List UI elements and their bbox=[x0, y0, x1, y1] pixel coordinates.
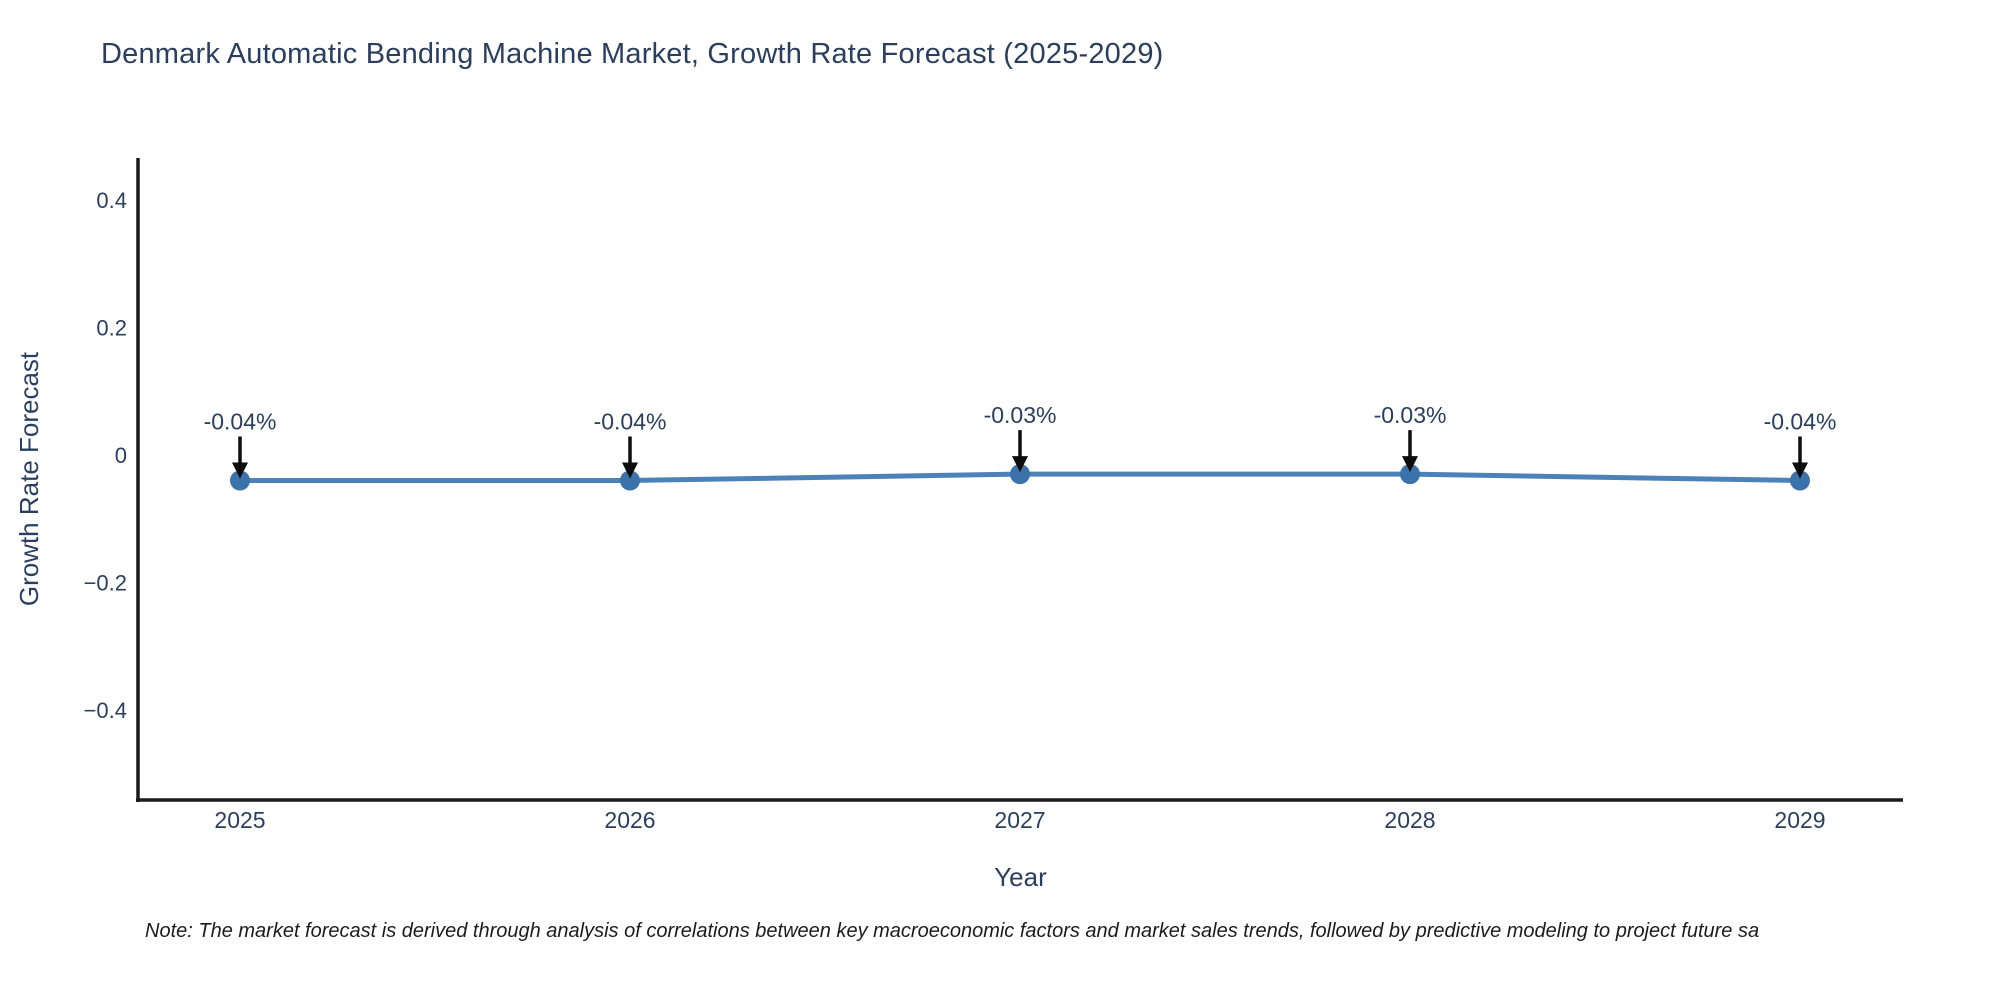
x-tick-label: 2025 bbox=[214, 807, 265, 833]
x-tick-label: 2027 bbox=[994, 807, 1045, 833]
point-annotation-label: -0.03% bbox=[1374, 402, 1447, 428]
y-tick-label: −0.4 bbox=[84, 698, 127, 723]
chart-title: Denmark Automatic Bending Machine Market… bbox=[101, 38, 1164, 70]
y-axis-title: Growth Rate Forecast bbox=[14, 351, 44, 606]
y-tick-label: 0.4 bbox=[96, 188, 127, 213]
point-annotation-label: -0.03% bbox=[984, 402, 1057, 428]
point-annotation-label: -0.04% bbox=[1764, 409, 1837, 435]
forecast-methodology-note: Note: The market forecast is derived thr… bbox=[145, 920, 1760, 942]
y-tick-label: 0 bbox=[115, 443, 127, 468]
y-tick-label: 0.2 bbox=[96, 316, 127, 341]
data-point-2026 bbox=[620, 470, 640, 491]
data-point-2029 bbox=[1790, 470, 1810, 491]
x-axis-title: Year bbox=[994, 862, 1047, 892]
annotation-arrowhead-icon bbox=[1402, 456, 1418, 473]
annotation-arrowhead-icon bbox=[232, 462, 248, 479]
data-point-2027 bbox=[1010, 464, 1030, 485]
x-tick-label: 2026 bbox=[604, 807, 655, 833]
x-tick-label: 2029 bbox=[1774, 807, 1825, 833]
x-tick-label: 2028 bbox=[1384, 807, 1435, 833]
annotation-arrowhead-icon bbox=[1792, 462, 1808, 479]
y-tick-label: −0.2 bbox=[84, 571, 127, 596]
point-annotation-label: -0.04% bbox=[204, 409, 277, 435]
annotation-arrowhead-icon bbox=[622, 462, 638, 479]
data-point-2025 bbox=[230, 470, 250, 491]
point-annotation-label: -0.04% bbox=[594, 409, 667, 435]
annotation-arrowhead-icon bbox=[1012, 456, 1028, 473]
data-point-2028 bbox=[1400, 464, 1420, 485]
